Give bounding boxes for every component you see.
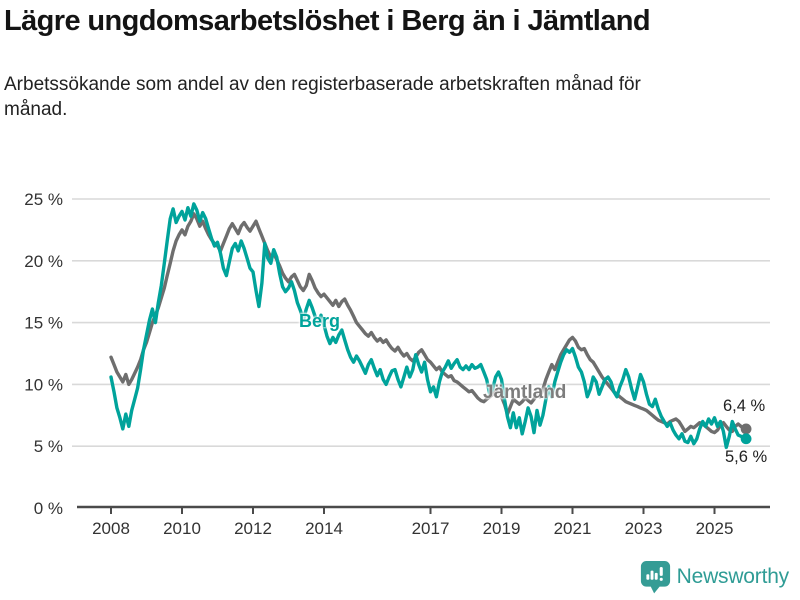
y-axis-label-20: 20 %: [24, 252, 63, 271]
newsworthy-logo: Newsworthy: [640, 560, 789, 594]
y-axis-label-5: 5 %: [34, 437, 63, 456]
page-subtitle: Arbetssökande som andel av den registerb…: [4, 74, 641, 121]
berg-line: [109, 202, 746, 450]
x-axis-label-2025: 2025: [696, 519, 734, 538]
bar-chart-bubble-icon: [640, 561, 670, 594]
y-axis-label-15: 15 %: [24, 314, 63, 333]
x-axis-label-2010: 2010: [163, 519, 201, 538]
y-axis-label-25: 25 %: [24, 190, 63, 209]
x-axis-label-2008: 2008: [92, 519, 130, 538]
berg-series-label: Berg: [299, 311, 341, 331]
berg-end-value-label: 5,6 %: [725, 448, 768, 466]
x-axis-label-2014: 2014: [305, 519, 343, 538]
berg-end-dot: [740, 433, 752, 445]
x-axis-label-2017: 2017: [412, 519, 450, 538]
jamtland-series-label: Jämtland: [483, 382, 567, 403]
x-axis-label-2019: 2019: [483, 519, 521, 538]
x-axis-label-2021: 2021: [554, 519, 592, 538]
x-axis-label-2023: 2023: [625, 519, 663, 538]
jämtland-end-dot: [740, 423, 752, 435]
y-axis-label-0: 0 %: [34, 499, 63, 518]
page-title: Lägre ungdomsarbetslöshet i Berg än i Jä…: [4, 5, 651, 37]
y-axis-label-10: 10 %: [24, 375, 63, 394]
jamtland-end-value-label: 6,4 %: [723, 397, 766, 415]
newsworthy-brand-text: Newsworthy: [676, 565, 790, 588]
x-axis-label-2012: 2012: [234, 519, 272, 538]
